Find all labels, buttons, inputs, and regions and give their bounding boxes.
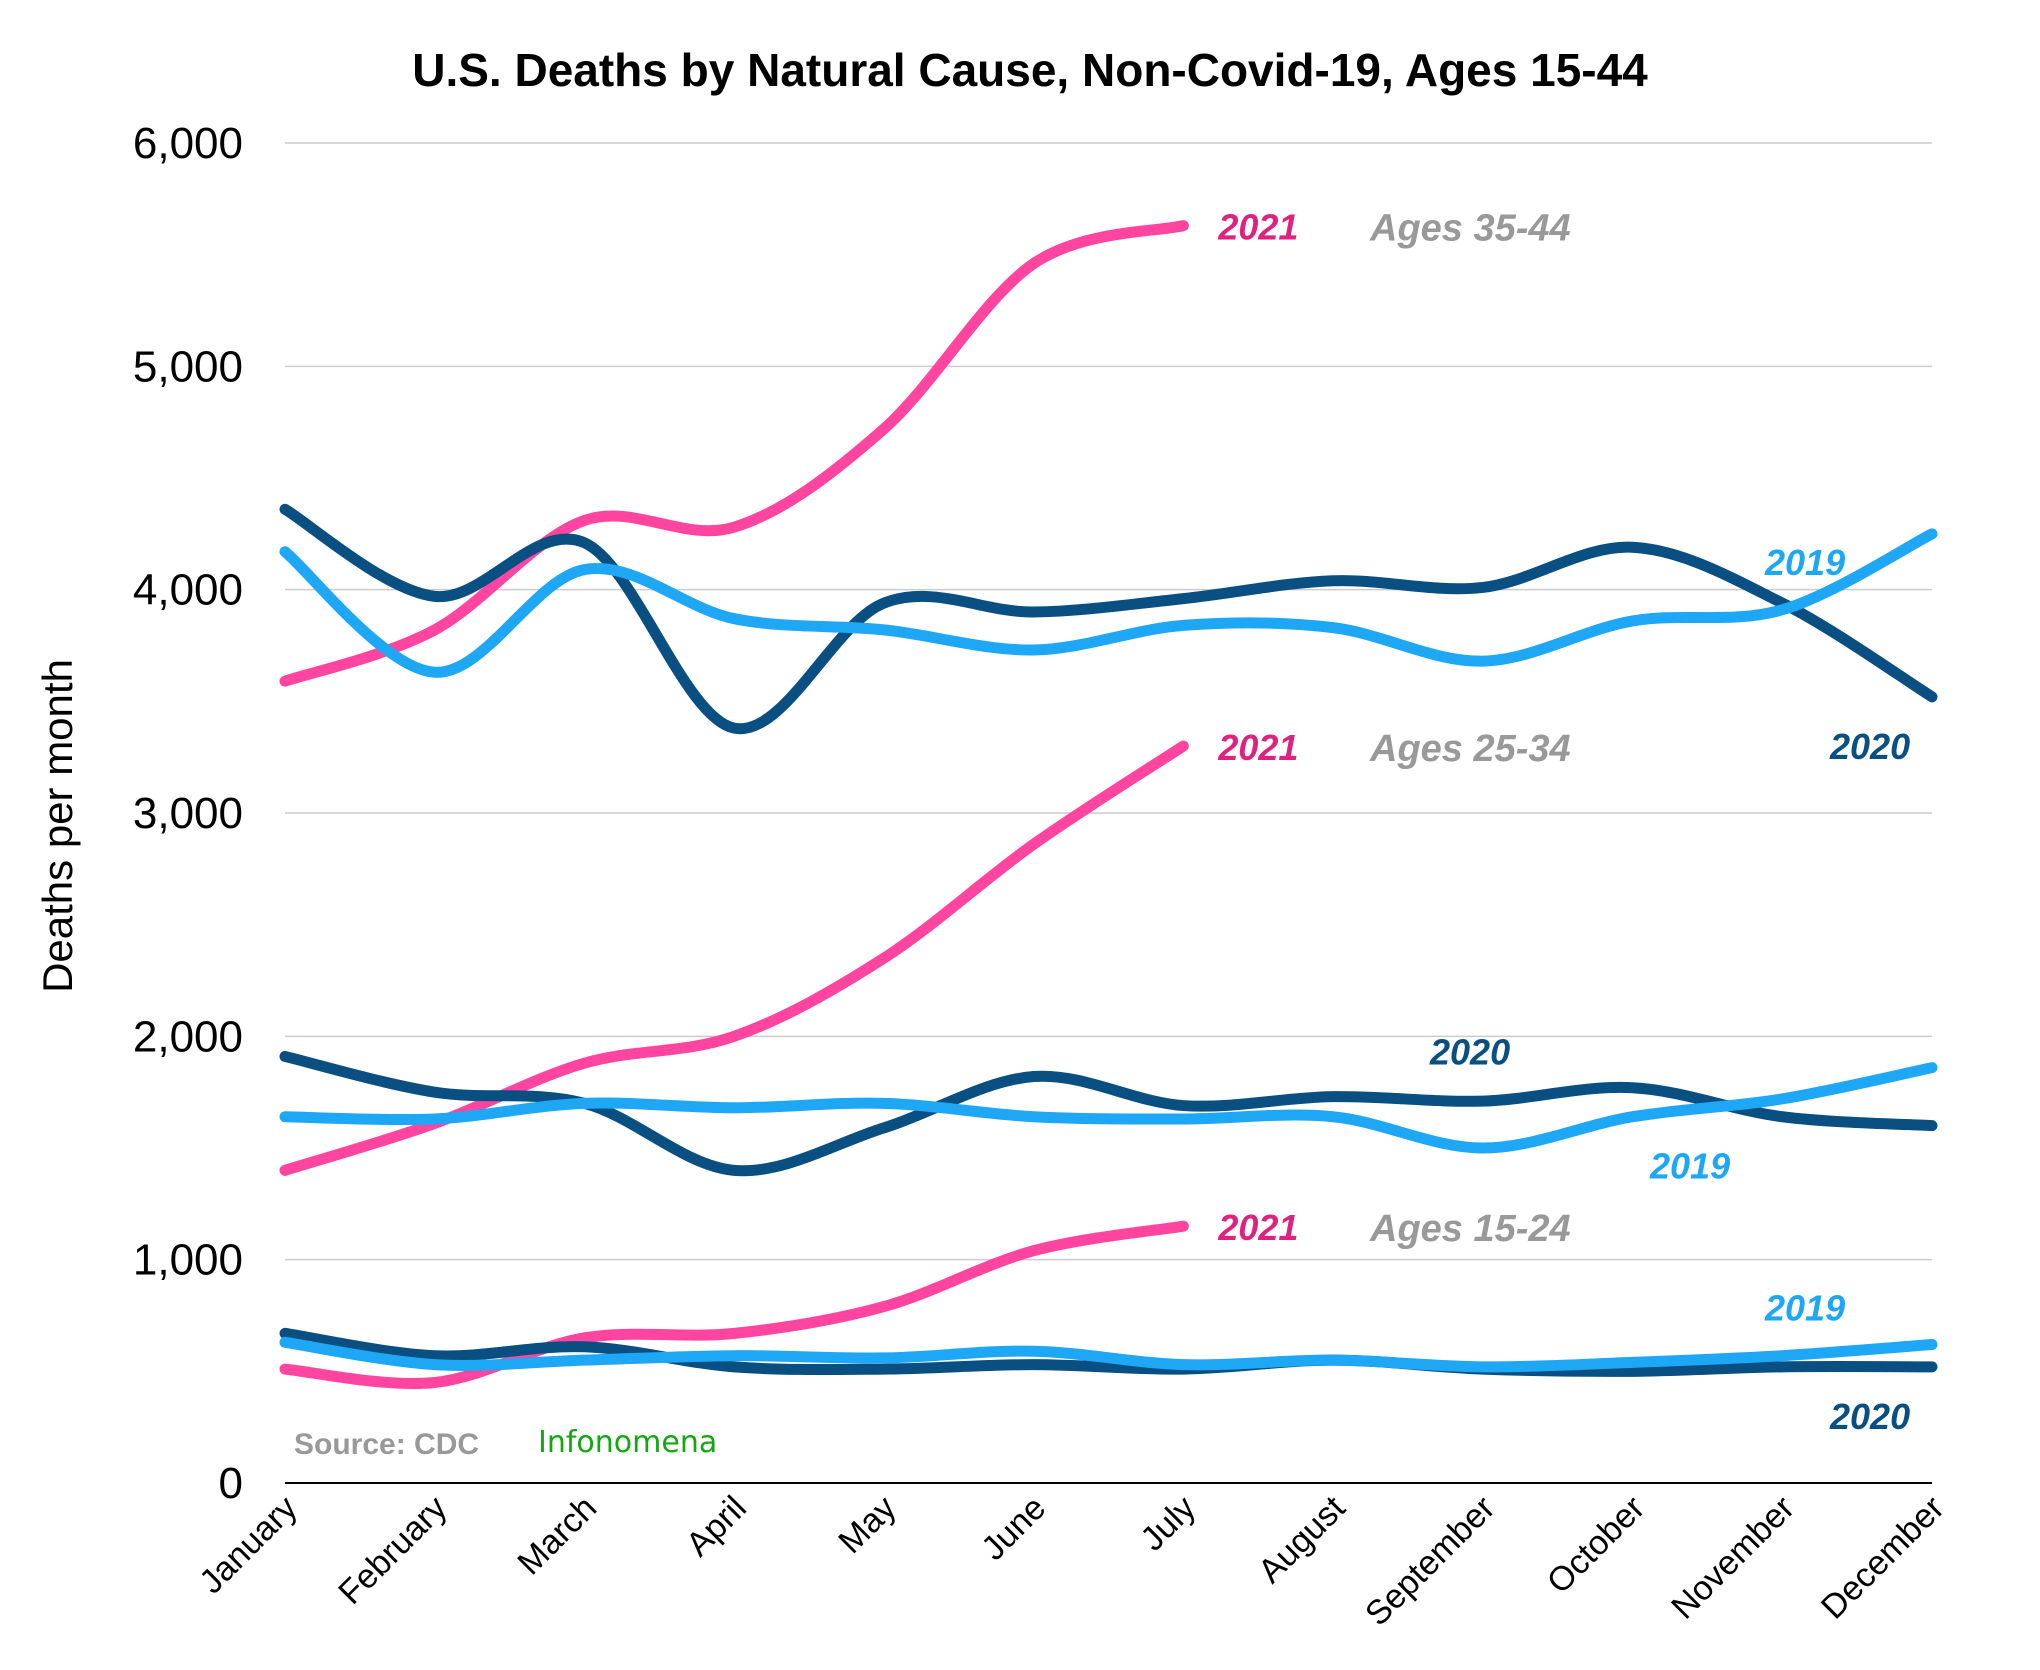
label-2021: 2021: [1217, 1207, 1298, 1248]
label-2020: 2020: [1829, 726, 1910, 767]
annotation-layer: 2021 Ages 35-44 2020 2019 2021 Ages 25-34 2020…: [1217, 207, 1910, 1437]
label-2020: 2020: [1829, 1396, 1910, 1437]
x-tick-label: October: [1540, 1489, 1652, 1601]
x-tick-label: December: [1814, 1489, 1952, 1627]
chart-title: U.S. Deaths by Natural Cause, Non-Covid-…: [412, 44, 1648, 96]
y-tick-label: 4,000: [133, 566, 243, 615]
source-label: Source: CDC: [294, 1428, 479, 1461]
label-2019: 2019: [1764, 542, 1845, 583]
label-2021: 2021: [1217, 727, 1298, 768]
y-tick-label: 3,000: [133, 789, 243, 838]
series-line-2019: [279, 528, 1938, 678]
y-axis-ticks: 0 1,000 2,000 3,000 4,000 5,000 6,000: [133, 119, 243, 1508]
y-tick-label: 1,000: [133, 1236, 243, 1285]
y-axis-label: Deaths per month: [34, 659, 81, 993]
series-line-2019: [279, 1062, 1938, 1154]
label-2019: 2019: [1764, 1288, 1845, 1329]
x-tick-label: July: [1133, 1489, 1203, 1559]
label-2020: 2020: [1429, 1032, 1510, 1073]
y-tick-label: 6,000: [133, 119, 243, 168]
gridlines: [285, 142, 1932, 1261]
group-label: Ages 35-44: [1369, 208, 1571, 250]
series-line-2020: [279, 503, 1938, 735]
x-tick-label: November: [1664, 1489, 1802, 1627]
x-tick-label: September: [1358, 1489, 1502, 1633]
series-line-2020: [279, 1327, 1938, 1377]
series-line-2021: [279, 220, 1189, 687]
group-label: Ages 15-24: [1369, 1208, 1571, 1250]
x-tick-label: June: [974, 1489, 1053, 1568]
y-tick-label: 5,000: [133, 342, 243, 391]
y-tick-label: 2,000: [133, 1012, 243, 1061]
label-2021: 2021: [1217, 207, 1298, 248]
x-tick-label: May: [831, 1489, 903, 1561]
series-line-2019: [279, 1336, 1938, 1373]
group-label: Ages 25-34: [1369, 728, 1571, 770]
series-line-2021: [279, 1220, 1189, 1390]
x-tick-label: February: [331, 1489, 454, 1612]
brand-label: Infonomena: [538, 1425, 717, 1460]
x-tick-label: August: [1251, 1488, 1353, 1590]
x-tick-label: April: [679, 1489, 754, 1564]
y-tick-label: 0: [219, 1459, 243, 1508]
x-tick-label: January: [192, 1489, 304, 1601]
series-layer: [279, 220, 1938, 1390]
label-2019: 2019: [1649, 1146, 1730, 1187]
x-axis-ticks: January February March April May June July Augu…: [192, 1488, 1951, 1633]
x-tick-label: March: [510, 1489, 604, 1583]
